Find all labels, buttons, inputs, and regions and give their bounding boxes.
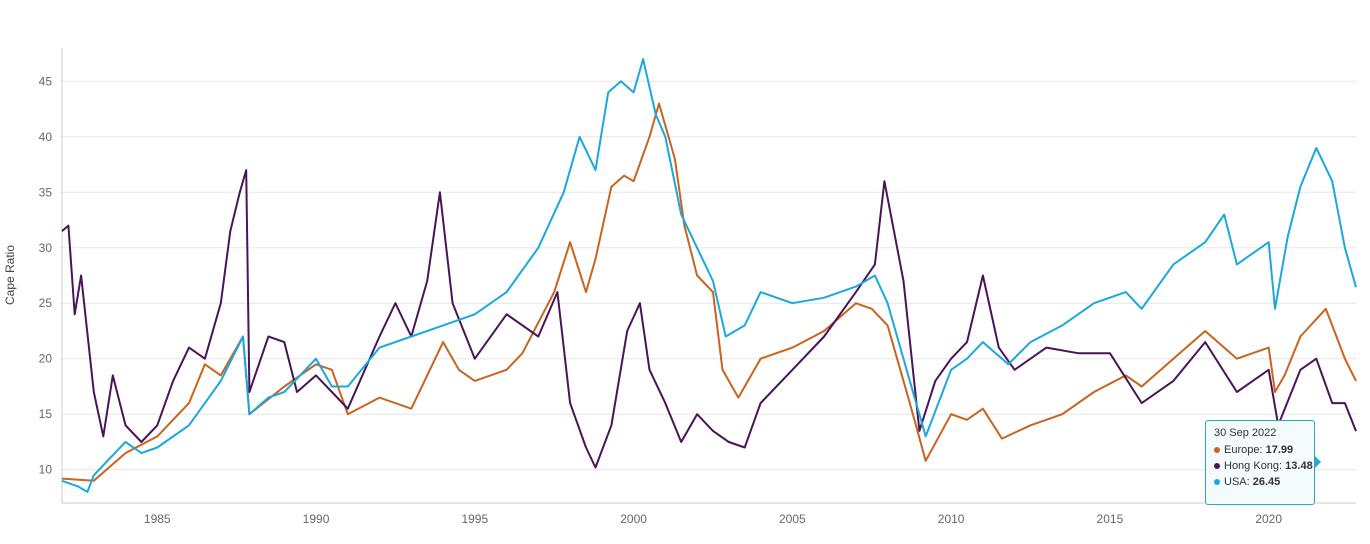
series-line-hong-kong: [61, 169, 1357, 469]
grid-lines: [62, 80, 1356, 471]
tooltip-row-europe: Europe: 17.99: [1214, 444, 1306, 456]
tooltip-value-usa: 26.45: [1252, 476, 1281, 488]
tooltip-value-hong-kong: 13.48: [1285, 460, 1313, 472]
europe-dot-icon: [1214, 447, 1220, 454]
axes: Cape Ratio: [3, 48, 1356, 504]
tooltip-row-hong-kong: Hong Kong: 13.48: [1214, 460, 1313, 472]
y-tick-label: 20: [39, 352, 53, 366]
x-tick-label: 1985: [144, 512, 171, 526]
series-line-europe: [61, 102, 1357, 482]
tooltip-pointer-icon: [1315, 456, 1321, 468]
x-tick-labels: 1985 1990 1995 2000 2005 2010 2015 2020: [144, 512, 1282, 526]
tooltip-date: 30 Sep 2022: [1214, 427, 1277, 439]
y-tick-label: 10: [39, 463, 53, 477]
x-tick-label: 2005: [779, 512, 806, 526]
tooltip-label-usa: USA:: [1224, 476, 1253, 488]
y-tick-label: 40: [39, 130, 53, 144]
x-tick-label: 2000: [620, 512, 647, 526]
y-tick-labels: 10 15 20 25 30 35 40 45: [39, 74, 53, 476]
y-tick-label: 25: [39, 296, 53, 310]
y-tick-label: 30: [39, 241, 53, 255]
x-tick-label: 2010: [938, 512, 965, 526]
hong-kong-dot-icon: [1214, 463, 1220, 470]
x-tick-label: 2020: [1255, 512, 1282, 526]
y-axis-title: Cape Ratio: [3, 245, 17, 305]
tooltip-value-europe: 17.99: [1265, 444, 1294, 456]
y-tick-label: 15: [39, 407, 53, 421]
series-lines: [61, 58, 1357, 493]
x-tick-label: 1995: [461, 512, 488, 526]
tooltip-label-hong-kong: Hong Kong:: [1224, 460, 1286, 472]
x-tick-label: 1990: [303, 512, 330, 526]
x-tick-label: 2015: [1097, 512, 1124, 526]
usa-dot-icon: [1214, 479, 1220, 486]
series-line-usa: [61, 58, 1357, 493]
data-tooltip: 30 Sep 2022 Europe: 17.99 Hong Kong: 13.…: [1205, 420, 1315, 505]
tooltip-row-usa: USA: 26.45: [1214, 476, 1306, 488]
y-tick-label: 35: [39, 185, 53, 199]
y-tick-label: 45: [39, 74, 53, 88]
tooltip-label-europe: Europe:: [1224, 444, 1266, 456]
